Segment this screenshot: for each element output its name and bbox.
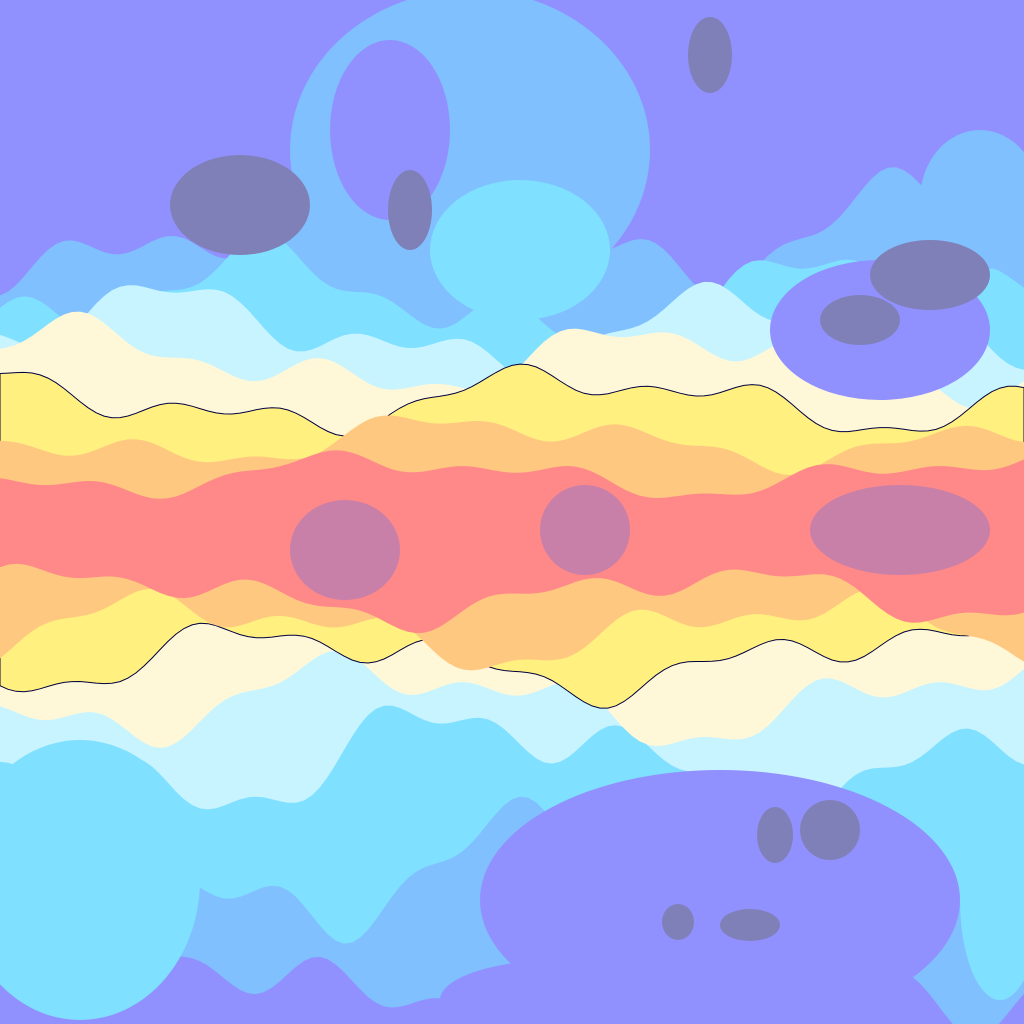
contour-blob-level_0 <box>388 170 432 250</box>
contour-blob-level_9 <box>540 485 630 575</box>
contour-blob-level_0 <box>870 240 990 310</box>
contour-blob-level_9 <box>810 485 990 575</box>
contour-blob-level_0 <box>170 155 310 255</box>
contour-blob-level_0 <box>800 800 860 860</box>
contour-blob-level_1 <box>330 40 450 220</box>
contour-blob-level_3 <box>0 740 200 1020</box>
contour-blob-level_3 <box>960 800 1024 1000</box>
contour-blob-level_2 <box>920 130 1024 270</box>
contour-blob-level_0 <box>662 904 694 940</box>
contour-blob-level_9 <box>290 500 400 600</box>
contour-blob-level_0 <box>720 909 780 941</box>
contour-blob-level_1 <box>440 960 680 1024</box>
contour-blob-level_0 <box>688 17 732 93</box>
contour-band-level_8 <box>0 450 1024 634</box>
contour-blob-level_0 <box>757 807 793 863</box>
contour-blob-level_3 <box>430 180 610 320</box>
contour-blob-level_0 <box>820 295 900 345</box>
